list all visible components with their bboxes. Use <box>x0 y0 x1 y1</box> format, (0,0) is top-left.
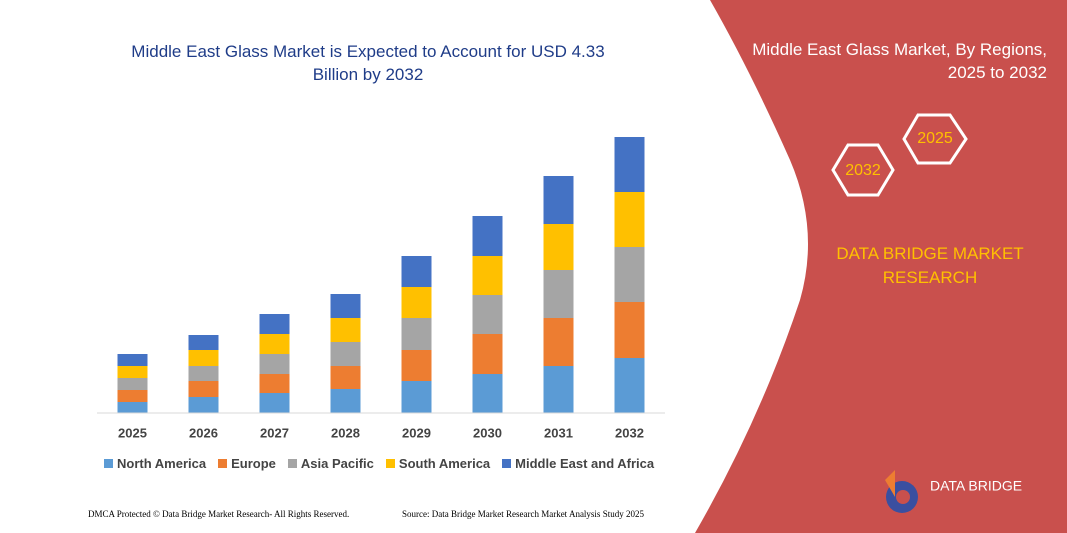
bar-segment <box>117 354 148 366</box>
logo-text: DATA BRIDGE <box>930 478 1022 494</box>
x-tick-label: 2026 <box>189 425 218 440</box>
title-line: Middle East Glass Market is Expected to … <box>131 42 605 61</box>
x-tick-label: 2028 <box>331 425 360 440</box>
bar-segment <box>401 256 432 287</box>
x-tick-label: 2025 <box>118 425 147 440</box>
bar-segment <box>259 314 290 334</box>
brand-line: RESEARCH <box>882 268 978 287</box>
hexagon <box>831 143 895 197</box>
legend-item: Europe <box>218 456 276 471</box>
legend-item: Middle East and Africa <box>502 456 654 471</box>
legend-label: Europe <box>231 456 276 471</box>
x-tick-label: 2031 <box>544 425 573 440</box>
bar-segment <box>259 374 290 393</box>
legend-label: Asia Pacific <box>300 456 374 471</box>
bar-segment <box>188 381 219 397</box>
bar-segment <box>614 302 645 358</box>
bar-segment <box>543 318 574 366</box>
bar-segment <box>543 366 574 413</box>
x-tick-label: 2029 <box>402 425 431 440</box>
legend-swatch <box>385 459 395 468</box>
bar-segment <box>401 287 432 318</box>
bar-segment <box>259 393 290 413</box>
bar-segment <box>472 374 503 413</box>
hexagon <box>902 113 968 165</box>
bar-segment <box>188 350 219 366</box>
x-tick-label: 2030 <box>473 425 502 440</box>
bar-segment <box>543 270 574 318</box>
footer-left: DMCA Protected © Data Bridge Market Rese… <box>88 509 350 519</box>
bar-segment <box>614 192 645 247</box>
legend-swatch <box>218 459 228 468</box>
bar-segment <box>330 389 361 413</box>
bar-segment <box>614 358 645 413</box>
bar-segment <box>117 366 148 378</box>
bar-segment <box>188 366 219 381</box>
bar-segment <box>401 381 432 413</box>
panel-title: Middle East Glass Market, By Regions, 20… <box>752 38 1047 84</box>
x-tick-label: 2032 <box>615 425 644 440</box>
bar-segment <box>188 335 219 350</box>
bar-segment <box>472 334 503 374</box>
hexagon-label: 2032 <box>845 162 881 179</box>
bar-segment <box>330 318 361 342</box>
bar-segment <box>472 216 503 256</box>
panel-title-line: 2025 to 2032 <box>947 63 1047 82</box>
bar-segment <box>472 295 503 334</box>
bar-segment <box>330 366 361 389</box>
bar-segment <box>259 354 290 374</box>
bar-segment <box>401 350 432 381</box>
bar-segment <box>259 334 290 354</box>
bar-segment <box>614 247 645 302</box>
bar-segment <box>330 294 361 318</box>
legend-label: South America <box>398 456 491 471</box>
footer-right: Source: Data Bridge Market Research Mark… <box>402 509 644 519</box>
logo <box>885 470 918 513</box>
bar-segment <box>614 137 645 192</box>
legend-swatch <box>287 459 297 468</box>
legend-label: Middle East and Africa <box>515 456 655 471</box>
legend-label: North America <box>117 456 207 471</box>
bar-segment <box>117 390 148 402</box>
chart-title: Middle East Glass Market is Expected to … <box>131 40 604 86</box>
bar-segment <box>117 402 148 413</box>
legend: North America Europe Asia Pacific South Ame… <box>104 456 654 471</box>
legend-item: North America <box>104 456 206 471</box>
legend-item: South America <box>385 456 491 471</box>
bar-segment <box>117 378 148 390</box>
brand: DATA BRIDGE MARKET RESEARCH <box>836 242 1023 290</box>
legend-swatch <box>104 459 113 468</box>
panel-title-line: Middle East Glass Market, By Regions, <box>752 40 1047 59</box>
legend-item: Asia Pacific <box>287 456 374 471</box>
brand-line: DATA BRIDGE MARKET <box>836 244 1024 263</box>
hexagon-label: 2025 <box>917 130 953 147</box>
bar-segment <box>472 256 503 295</box>
bar-segment <box>401 318 432 350</box>
x-tick-label: 2027 <box>260 425 289 440</box>
bar-segment <box>188 397 219 413</box>
bar-segment <box>543 176 574 224</box>
bar-segment <box>543 224 574 270</box>
bar-segment <box>330 342 361 366</box>
legend-swatch <box>502 459 512 468</box>
side-panel <box>695 0 1067 533</box>
title-line: Billion by 2032 <box>312 65 424 84</box>
